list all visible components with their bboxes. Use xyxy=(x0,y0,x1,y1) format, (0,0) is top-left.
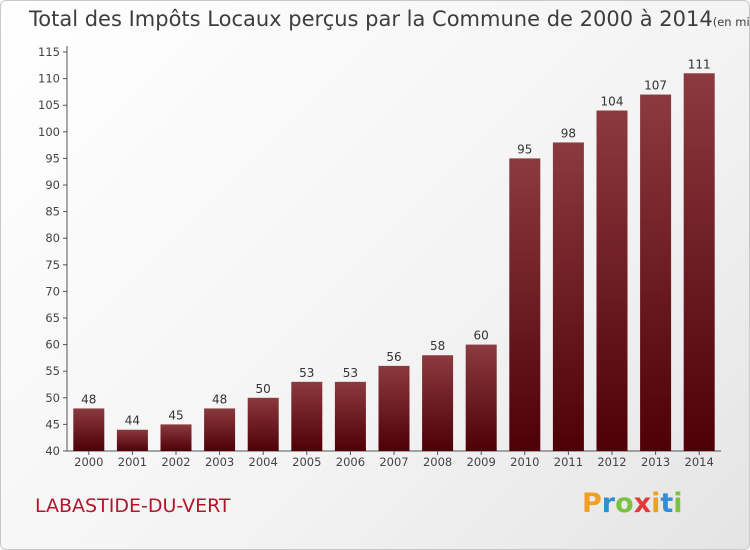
bar-2011 xyxy=(552,142,584,451)
x-tick-label-2009: 2009 xyxy=(467,455,496,469)
logo-letter: x xyxy=(633,488,652,519)
x-tick-label-2004: 2004 xyxy=(249,455,278,469)
x-tick-label-2006: 2006 xyxy=(336,455,365,469)
chart-title: Total des Impôts Locaux perçus par la Co… xyxy=(29,7,750,31)
logo-letter: P xyxy=(582,488,602,519)
data-label-2010: 95 xyxy=(517,142,532,156)
y-tick-label: 75 xyxy=(45,258,60,272)
chart-title-main: Total des Impôts Locaux perçus par la Co… xyxy=(29,7,713,31)
bar-2006 xyxy=(334,381,366,451)
y-tick-label: 115 xyxy=(38,45,60,59)
logo-letter: r xyxy=(601,488,616,519)
y-tick-label: 60 xyxy=(45,338,60,352)
y-tick-label: 55 xyxy=(45,364,60,378)
data-label-2008: 58 xyxy=(430,339,445,353)
data-label-2004: 50 xyxy=(256,382,271,396)
x-tick-label-2002: 2002 xyxy=(161,455,190,469)
y-tick-label: 105 xyxy=(38,98,60,112)
x-tick-label-2001: 2001 xyxy=(118,455,147,469)
x-tick-label-2000: 2000 xyxy=(74,455,103,469)
chart-title-unit: (en milliers d'€) xyxy=(712,15,750,29)
logo-letter: o xyxy=(615,488,634,519)
y-tick-label: 80 xyxy=(45,231,60,245)
data-label-2003: 48 xyxy=(212,392,227,406)
x-tick-label-2013: 2013 xyxy=(641,455,670,469)
data-label-2006: 53 xyxy=(343,366,358,380)
bar-2008 xyxy=(422,355,454,451)
bar-2005 xyxy=(291,381,323,451)
data-label-2013: 107 xyxy=(644,79,667,93)
x-tick-label-2011: 2011 xyxy=(554,455,583,469)
bar-2004 xyxy=(247,397,279,451)
bar-2010 xyxy=(509,158,541,451)
data-label-2000: 48 xyxy=(81,392,96,406)
commune-name: LABASTIDE-DU-VERT xyxy=(35,495,231,517)
y-tick-label: 95 xyxy=(45,151,60,165)
bar-2007 xyxy=(378,365,410,451)
y-tick-label: 70 xyxy=(45,284,60,298)
logo-letter: t xyxy=(660,488,674,519)
x-tick-label-2008: 2008 xyxy=(423,455,452,469)
data-label-2001: 44 xyxy=(125,414,140,428)
bar-2002 xyxy=(160,424,192,451)
bar-2000 xyxy=(73,408,105,451)
bar-2009 xyxy=(465,344,497,451)
y-tick-label: 110 xyxy=(38,72,60,86)
logo-letter: i xyxy=(651,488,661,519)
x-tick-label-2003: 2003 xyxy=(205,455,234,469)
y-tick-label: 65 xyxy=(45,311,60,325)
y-tick-label: 50 xyxy=(45,391,60,405)
data-label-2011: 98 xyxy=(561,126,576,140)
y-tick-label: 100 xyxy=(38,125,60,139)
data-label-2014: 111 xyxy=(688,57,711,71)
y-tick-label: 85 xyxy=(45,205,60,219)
x-tick-label-2010: 2010 xyxy=(510,455,539,469)
x-tick-label-2005: 2005 xyxy=(292,455,321,469)
proxiti-logo: Proxiti xyxy=(582,488,683,519)
y-tick-label: 90 xyxy=(45,178,60,192)
bar-2012 xyxy=(596,110,628,452)
logo-letter: i xyxy=(673,488,683,519)
data-label-2009: 60 xyxy=(474,329,489,343)
bar-2014 xyxy=(683,73,715,451)
bar-2001 xyxy=(116,429,148,451)
x-tick-label-2012: 2012 xyxy=(597,455,626,469)
data-label-2002: 45 xyxy=(168,408,183,422)
y-tick-label: 40 xyxy=(45,444,60,458)
x-tick-label-2014: 2014 xyxy=(685,455,714,469)
bar-2003 xyxy=(204,408,236,451)
y-tick-label: 45 xyxy=(45,417,60,431)
x-tick-label-2007: 2007 xyxy=(379,455,408,469)
data-label-2005: 53 xyxy=(299,366,314,380)
data-label-2007: 56 xyxy=(386,350,401,364)
data-label-2012: 104 xyxy=(601,95,624,109)
bar-2013 xyxy=(640,94,672,451)
